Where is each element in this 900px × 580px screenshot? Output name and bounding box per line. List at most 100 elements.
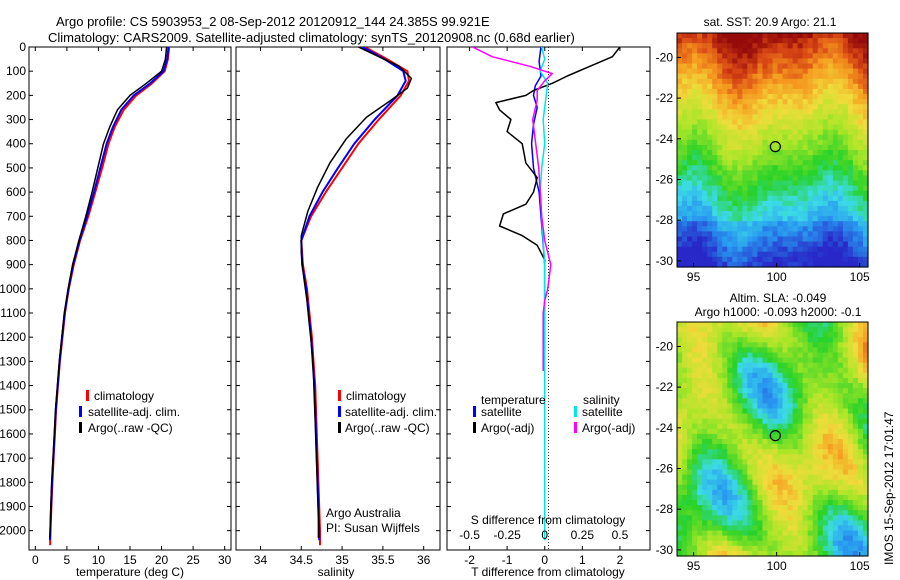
heatmap-cell [717, 63, 723, 70]
heatmap-cell [782, 322, 789, 328]
heatmap-cell [702, 43, 708, 49]
heatmap-cell [792, 180, 799, 187]
heatmap-cell [762, 99, 769, 105]
heatmap-cell [762, 114, 769, 121]
heatmap-cell [782, 109, 789, 115]
heatmap-cell [837, 474, 844, 481]
heatmap-cell [682, 170, 688, 177]
heatmap-cell [857, 327, 864, 333]
heatmap-cell [812, 327, 819, 333]
heatmap-cell [797, 246, 804, 253]
heatmap-cell [722, 449, 728, 455]
heatmap-cell [787, 377, 794, 384]
heatmap-cell [722, 165, 728, 171]
heatmap-cell [682, 256, 688, 263]
heatmap-cell [707, 357, 713, 364]
heatmap-cell [677, 211, 683, 217]
heatmap-cell [837, 545, 844, 552]
heatmap-cell [782, 43, 789, 49]
heatmap-cell [847, 367, 854, 374]
heatmap-cell [742, 94, 748, 100]
heatmap-cell [797, 530, 804, 537]
heatmap-cell [802, 433, 809, 440]
heatmap-cell [737, 337, 743, 343]
heatmap-cell [797, 251, 804, 258]
heatmap-cell [802, 33, 809, 39]
heatmap-cell [812, 261, 819, 268]
heatmap-cell [722, 515, 728, 521]
heatmap-cell [827, 367, 834, 374]
heatmap-cell [742, 170, 748, 177]
heatmap-cell [742, 500, 748, 506]
heatmap-cell [747, 479, 753, 486]
heatmap-cell [717, 155, 723, 161]
heatmap-cell [727, 94, 733, 100]
heatmap-cell [677, 99, 683, 105]
heatmap-cell [827, 200, 834, 207]
heatmap-cell [842, 129, 849, 136]
heatmap-cell [712, 114, 718, 121]
heatmap-cell [692, 155, 698, 161]
heatmap-cell [762, 33, 769, 39]
heatmap-cell [742, 195, 748, 202]
heatmap-cell [762, 520, 769, 527]
heatmap-cell [842, 352, 849, 359]
heatmap-cell [862, 403, 869, 410]
heatmap-cell [717, 454, 723, 460]
heatmap-cell [797, 104, 804, 110]
heatmap-cell [812, 469, 819, 476]
heatmap-cell [727, 99, 733, 105]
legend-swatch-temperature-argo [473, 422, 476, 433]
heatmap-cell [727, 195, 733, 202]
heatmap-cell [677, 94, 683, 100]
heatmap-cell [677, 494, 683, 501]
heatmap-cell [757, 175, 764, 182]
heatmap-cell [827, 109, 834, 115]
heatmap-cell [817, 489, 824, 496]
heatmap-cell [697, 469, 703, 476]
heatmap-cell [807, 362, 814, 369]
heatmap-cell [702, 155, 708, 161]
heatmap-cell [767, 160, 774, 166]
heatmap-cell [832, 119, 839, 126]
heatmap-cell [692, 119, 698, 126]
heatmap-cell [742, 372, 748, 379]
heatmap-cell [837, 484, 844, 491]
heatmap-cell [812, 500, 819, 506]
heatmap-cell [802, 367, 809, 374]
heatmap-cell [772, 337, 779, 343]
heatmap-cell [807, 150, 814, 156]
heatmap-cell [762, 170, 769, 177]
heatmap-cell [832, 322, 839, 328]
heatmap-cell [702, 550, 708, 557]
heatmap-cell [817, 180, 824, 187]
heatmap-cell [807, 413, 814, 420]
heatmap-cell [772, 332, 779, 338]
heatmap-cell [702, 505, 708, 511]
heatmap-cell [732, 251, 738, 258]
heatmap-cell [817, 550, 824, 557]
heatmap-cell [782, 479, 789, 486]
heatmap-cell [807, 119, 814, 126]
heatmap-cell [807, 469, 814, 476]
heatmap-cell [692, 535, 698, 542]
heatmap-cell [687, 352, 693, 359]
heatmap-cell [802, 48, 809, 54]
heatmap-cell [707, 155, 713, 161]
heatmap-cell [757, 48, 764, 54]
heatmap-cell [747, 332, 753, 338]
heatmap-cell [757, 190, 764, 197]
heatmap-cell [832, 383, 839, 389]
heatmap-cell [772, 367, 779, 374]
heatmap-cell [677, 124, 683, 131]
heatmap-cell [727, 78, 733, 85]
heatmap-cell [777, 525, 784, 532]
heatmap-cell [752, 78, 759, 85]
heatmap-cell [787, 104, 794, 110]
heatmap-cell [862, 352, 869, 359]
heatmap-cell [707, 211, 713, 217]
heatmap-cell [727, 246, 733, 253]
heatmap-cell [752, 439, 759, 445]
heatmap-cell [752, 261, 759, 268]
heatmap-cell [777, 545, 784, 552]
